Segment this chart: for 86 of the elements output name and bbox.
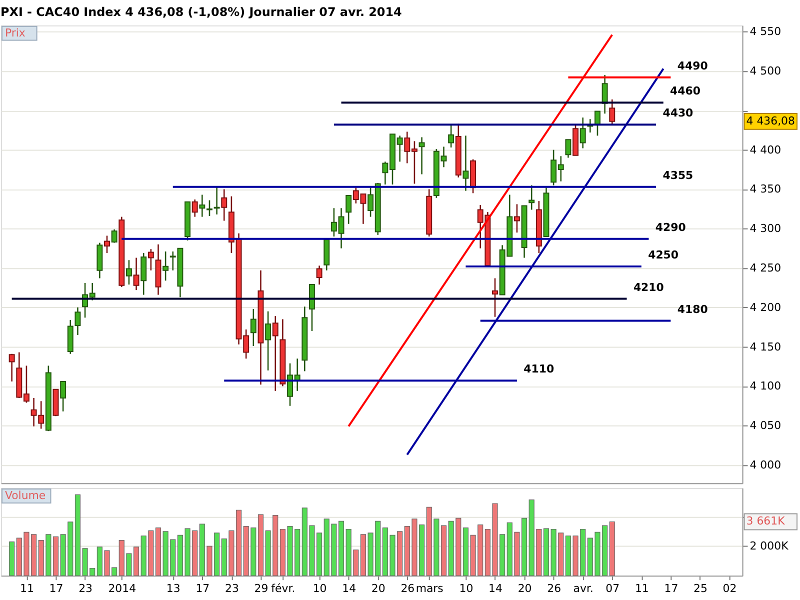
- y-tick-label: 4 250: [750, 261, 782, 274]
- x-tick-label: 11: [20, 582, 34, 596]
- series-label: 4290: [655, 220, 686, 234]
- x-tick-label: 26: [400, 582, 415, 596]
- y-tick-label: 4 050: [750, 419, 782, 432]
- candlestick: [133, 257, 140, 291]
- candlestick: [111, 228, 118, 244]
- candlestick: [492, 278, 498, 318]
- x-tick-label: 17: [49, 582, 64, 596]
- x-tick-label: 26: [547, 582, 562, 596]
- candlestick: [528, 184, 535, 210]
- candlestick: [609, 98, 616, 126]
- series-label: 4250: [648, 248, 679, 262]
- y-axis-title: Volume: [4, 489, 46, 502]
- y-tick-label: 2 000K: [750, 540, 790, 553]
- x-tick-label: 10: [312, 582, 327, 596]
- x-tick-label: 02: [722, 582, 737, 596]
- series-label: 4210: [633, 280, 664, 294]
- bar: [609, 521, 615, 576]
- y-tick-label: 4 300: [750, 222, 782, 236]
- x-tick-label: févr.: [271, 582, 296, 596]
- x-tick-label: 23: [78, 582, 93, 596]
- series-label: 4355: [662, 168, 694, 182]
- candlestick: [192, 198, 198, 218]
- series-label: 4110: [524, 362, 554, 376]
- series-label: 4490: [677, 59, 708, 72]
- y-tick-label: 4 200: [750, 300, 782, 314]
- x-tick-label: mars: [416, 582, 444, 596]
- candlestick: [272, 315, 278, 392]
- bar: [52, 536, 59, 576]
- x-tick-label: 17: [196, 582, 210, 596]
- candlestick: [594, 110, 600, 136]
- y-tick-label: 4 000: [750, 458, 782, 472]
- candlestick: [580, 116, 586, 149]
- candlestick: [148, 248, 154, 272]
- x-tick-label: 25: [694, 582, 708, 596]
- y-tick-label: 4 100: [750, 380, 782, 393]
- x-tick-label: 20: [518, 582, 532, 596]
- x-tick-label: 23: [224, 582, 239, 596]
- y-tick-label: 4 150: [750, 340, 782, 354]
- bar: [155, 527, 162, 576]
- candlestick: [346, 194, 352, 225]
- series-label: 4460: [670, 84, 701, 98]
- x-tick-label: 13: [166, 582, 180, 596]
- x-tick-label: 14: [488, 582, 502, 596]
- candlestick: [104, 235, 110, 254]
- series-label: 4430: [662, 106, 694, 120]
- x-tick-label: 11: [634, 582, 649, 596]
- x-tick-label: 29: [254, 582, 268, 596]
- x-tick-label: 17: [664, 582, 678, 596]
- y-tick-label: 4 500: [750, 64, 782, 78]
- candlestick: [265, 310, 272, 372]
- x-tick-label: 20: [371, 582, 386, 596]
- candlestick: [418, 136, 425, 175]
- candlestick: [316, 264, 322, 286]
- candlestick: [8, 353, 15, 382]
- text: 3 661K: [746, 514, 786, 528]
- chart-title: PXI - CAC40 Index 4 436,08 (-1,08%) Journalier 07 avr. 2014: [0, 4, 402, 19]
- x-tick-label: 2014: [108, 582, 136, 596]
- candlestick: [126, 259, 132, 286]
- y-axis-title: Prix: [4, 26, 26, 40]
- candlestick: [140, 252, 147, 296]
- y-tick-label: 4 550: [750, 25, 782, 38]
- candlestick: [214, 186, 220, 216]
- candlestick: [462, 135, 469, 192]
- candlestick: [565, 138, 572, 158]
- y-tick-label: 4 400: [750, 143, 782, 156]
- candlestick: [206, 200, 212, 217]
- candlestick: [514, 204, 520, 234]
- x-tick-label: 10: [459, 582, 474, 596]
- text: 4 436,08: [746, 114, 796, 128]
- candlestick: [602, 74, 608, 114]
- candlestick: [60, 380, 66, 412]
- x-tick-label: avr.: [573, 582, 594, 596]
- candlestick: [162, 250, 169, 282]
- series-label: 4180: [677, 302, 708, 316]
- candlestick: [250, 308, 256, 347]
- candlestick: [221, 188, 228, 222]
- x-tick-label: 07: [606, 582, 620, 596]
- candlestick: [448, 124, 454, 148]
- candlestick: [74, 306, 81, 336]
- candlestick: [199, 194, 206, 218]
- y-tick-label: 4 350: [750, 182, 782, 196]
- x-tick-label: 14: [342, 582, 356, 596]
- bar: [440, 525, 447, 576]
- bar: [9, 541, 15, 576]
